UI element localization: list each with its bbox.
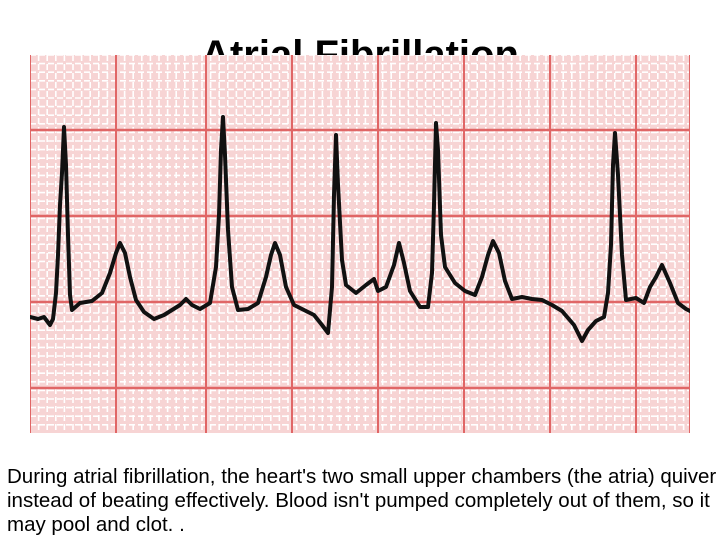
slide-caption: During atrial fibrillation, the heart's … bbox=[7, 464, 717, 536]
ecg-strip-image bbox=[30, 55, 690, 433]
ecg-major-grid bbox=[30, 55, 690, 433]
ecg-svg bbox=[30, 55, 690, 433]
ecg-trace bbox=[30, 115, 690, 343]
